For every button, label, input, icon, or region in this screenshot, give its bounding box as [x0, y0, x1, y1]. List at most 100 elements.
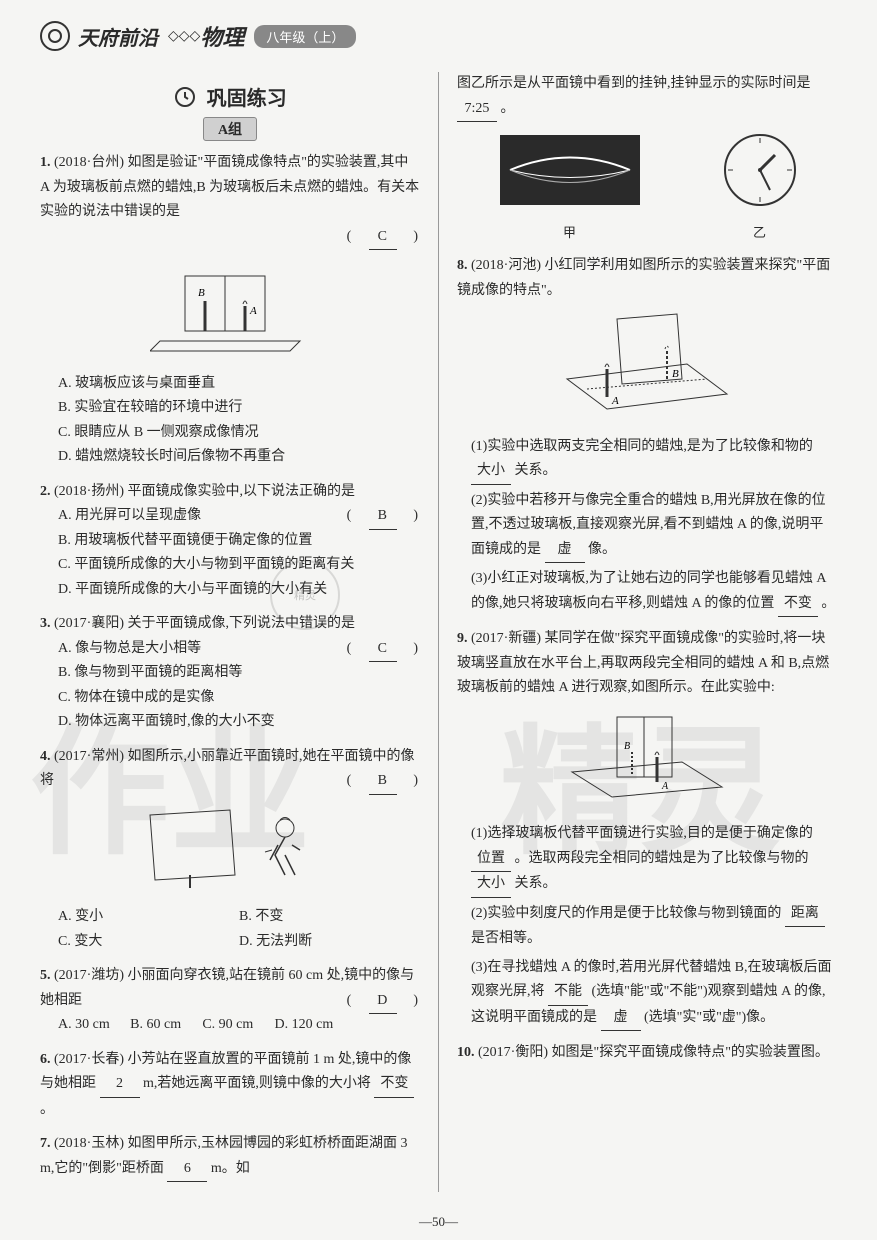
q1-number: 1. [40, 155, 51, 170]
q3-number: 3. [40, 616, 51, 631]
clock-icon [173, 85, 197, 109]
q9-sub3-blank2: 虚 [601, 1006, 641, 1032]
q3-optB: B. 像与物到平面镜的距离相等 [58, 661, 420, 686]
q6-source: (2017·长春) [54, 1052, 124, 1067]
q8-sub3-blank: 不变 [778, 592, 818, 618]
q8-sub3a: (3)小红正对玻璃板,为了让她右边的同学也能够看见蜡烛 A 的像,她只将玻璃板向… [471, 571, 826, 611]
q8-sub2a: (2)实验中若移开与像完全重合的蜡烛 B,用光屏放在像的位置,不透过玻璃板,直接… [471, 493, 826, 557]
q7-blank2: 7:25 [457, 97, 497, 123]
q4-optC: C. 变大 [58, 930, 239, 955]
q9-sub2a: (2)实验中刻度尺的作用是便于比较像与物到镜面的 [471, 906, 781, 921]
q5-number: 5. [40, 968, 51, 983]
q9-sub1-blank2: 大小 [471, 872, 511, 898]
q8-number: 8. [457, 258, 468, 273]
q6-number: 6. [40, 1052, 51, 1067]
question-6: 6. (2017·长春) 小芳站在竖直放置的平面镜前 1 m 处,镜中的像与她相… [40, 1048, 420, 1123]
q9-sub3-blank1: 不能 [548, 980, 588, 1006]
q9-figure: B A [457, 707, 837, 817]
q2-optD: D. 平面镜所成像的大小与平面镜的大小有关 [58, 578, 420, 603]
q9-sub1a: (1)选择玻璃板代替平面镜进行实验,目的是便于确定像的 [471, 826, 813, 841]
q9-sub3: (3)在寻找蜡烛 A 的像时,若用光屏代替蜡烛 B,在玻璃板后面观察光屏,将 不… [457, 956, 837, 1032]
q1-optA: A. 玻璃板应该与桌面垂直 [58, 372, 420, 397]
diamond-decor: ◇◇◇ [168, 28, 200, 45]
q3-source: (2017·襄阳) [54, 616, 124, 631]
q5-optB: B. 60 cm [130, 1013, 202, 1038]
q7-fig2-label: 乙 [720, 222, 800, 245]
q9-sub1c: 关系。 [515, 876, 557, 891]
q8-sub1-blank: 大小 [471, 459, 511, 485]
question-10: 10. (2017·衡阳) 如图是"探究平面镜成像特点"的实验装置图。 [457, 1041, 837, 1066]
q2-text: 平面镜成像实验中,以下说法正确的是 [128, 484, 356, 499]
q9-sub3c: (选填"实"或"虚")像。 [644, 1010, 774, 1025]
q7-fig2-clock-icon [720, 130, 800, 210]
section-header: 巩固练习 A组 [40, 82, 420, 141]
q9-sub1-blank1: 位置 [471, 847, 511, 873]
q9-source: (2017·新疆) [471, 631, 541, 646]
q8-sub1b: 关系。 [515, 463, 557, 478]
q7-cont1: 图乙所示是从平面镜中看到的挂钟,挂钟显示的实际时间是 [457, 76, 811, 91]
svg-text:A: A [661, 781, 669, 792]
q4-number: 4. [40, 749, 51, 764]
q7-number: 7. [40, 1136, 51, 1151]
q4-figure [40, 800, 420, 900]
q6-blank1: 2 [100, 1072, 140, 1098]
q8-sub3: (3)小红正对玻璃板,为了让她右边的同学也能够看见蜡烛 A 的像,她只将玻璃板向… [457, 567, 837, 617]
q9-number: 9. [457, 631, 468, 646]
q9-sub2: (2)实验中刻度尺的作用是便于比较像与物到镜面的 距离 是否相等。 [457, 902, 837, 952]
q10-text: 如图是"探究平面镜成像特点"的实验装置图。 [552, 1045, 829, 1060]
q3-optD: D. 物体远离平面镜时,像的大小不变 [58, 710, 420, 735]
question-4: 4. (2017·常州) 如图所示,小丽靠近平面镜时,她在平面镜中的像将 ( B… [40, 745, 420, 955]
q9-sub1: (1)选择玻璃板代替平面镜进行实验,目的是便于确定像的 位置 。选取两段完全相同… [457, 822, 837, 898]
q1-answer: C [369, 225, 397, 251]
q1-optB: B. 实验宜在较暗的环境中进行 [58, 396, 420, 421]
svg-text:B: B [198, 287, 205, 299]
q4-optD: D. 无法判断 [239, 930, 420, 955]
q1-optC: C. 眼睛应从 B 一侧观察成像情况 [58, 421, 420, 446]
q5-optC: C. 90 cm [202, 1013, 274, 1038]
q1-source: (2018·台州) [54, 155, 124, 170]
q8-figure: A B [457, 309, 837, 429]
q10-source: (2017·衡阳) [478, 1045, 548, 1060]
left-column: 巩固练习 A组 1. (2018·台州) 如图是验证"平面镜成像特点"的实验装置… [40, 72, 420, 1192]
q8-source: (2018·河池) [471, 258, 541, 273]
q7-source: (2018·玉林) [54, 1136, 124, 1151]
question-7-cont: 图乙所示是从平面镜中看到的挂钟,挂钟显示的实际时间是 7:25 。 甲 [457, 72, 837, 244]
q2-number: 2. [40, 484, 51, 499]
q9-sub2-blank: 距离 [785, 902, 825, 928]
q2-optC: C. 平面镜所成像的大小与物到平面镜的距离有关 [58, 553, 420, 578]
page-number: —50— [419, 1214, 458, 1230]
right-column: 图乙所示是从平面镜中看到的挂钟,挂钟显示的实际时间是 7:25 。 甲 [457, 72, 837, 1192]
q4-source: (2017·常州) [54, 749, 124, 764]
q8-sub2: (2)实验中若移开与像完全重合的蜡烛 B,用光屏放在像的位置,不透过玻璃板,直接… [457, 489, 837, 564]
q2-source: (2018·扬州) [54, 484, 124, 499]
q4-optB: B. 不变 [239, 905, 420, 930]
svg-text:A: A [611, 395, 619, 407]
q7-figures: 甲 乙 [457, 130, 837, 244]
question-1: 1. (2018·台州) 如图是验证"平面镜成像特点"的实验装置,其中 A 为玻… [40, 151, 420, 470]
q8-sub3b: 。 [821, 596, 835, 611]
q10-number: 10. [457, 1045, 475, 1060]
question-3: 3. (2017·襄阳) 关于平面镜成像,下列说法中错误的是 ( C ) A. … [40, 612, 420, 735]
group-badge: A组 [203, 117, 257, 141]
q7-blank1: 6 [167, 1157, 207, 1183]
q7-text2: m。如 [211, 1161, 250, 1176]
q3-answer: C [369, 637, 397, 663]
question-8: 8. (2018·河池) 小红同学利用如图所示的实验装置来探究"平面镜成像的特点… [457, 254, 837, 617]
q9-sub1b: 。选取两段完全相同的蜡烛是为了比较像与物的 [515, 851, 809, 866]
section-title: 巩固练习 [207, 88, 287, 110]
q9-sub2b: 是否相等。 [471, 931, 541, 946]
q1-optD: D. 蜡烛燃烧较长时间后像物不再重合 [58, 445, 420, 470]
q6-text3: 。 [40, 1102, 54, 1117]
q8-sub1: (1)实验中选取两支完全相同的蜡烛,是为了比较像和物的 大小 关系。 [457, 435, 837, 485]
q7-fig1-label: 甲 [495, 222, 645, 245]
grade-badge: 八年级（上） [254, 25, 356, 48]
q6-blank2: 不变 [374, 1072, 414, 1098]
q5-optD: D. 120 cm [275, 1013, 347, 1038]
q8-sub1a: (1)实验中选取两支完全相同的蜡烛,是为了比较像和物的 [471, 439, 813, 454]
svg-text:B: B [624, 741, 630, 752]
q1-figure: B A [40, 256, 420, 366]
q4-answer: B [369, 769, 397, 795]
q3-optC: C. 物体在镜中成的是实像 [58, 686, 420, 711]
page-header: 天府前沿 ◇◇◇ 物理 八年级（上） [40, 20, 837, 52]
q2-optB: B. 用玻璃板代替平面镜便于确定像的位置 [58, 529, 420, 554]
